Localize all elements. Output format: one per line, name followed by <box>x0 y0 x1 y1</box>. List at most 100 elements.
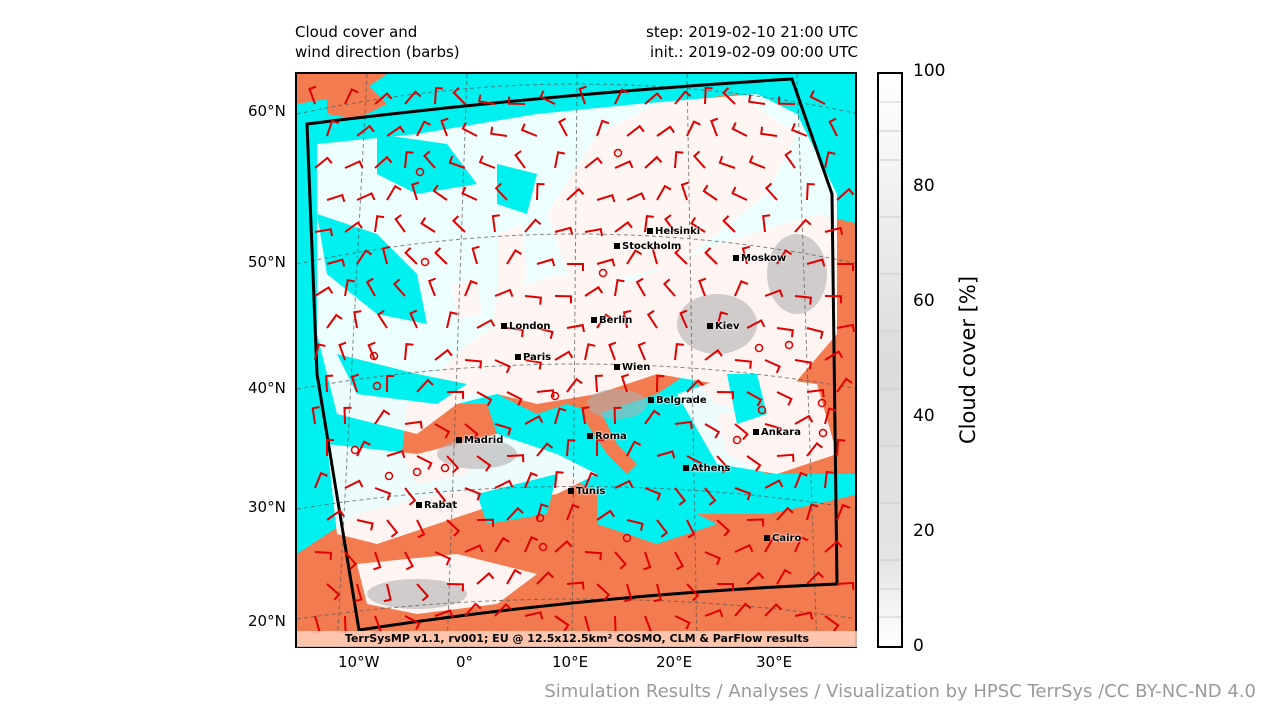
colorbar-label: Cloud cover [%] <box>956 275 980 445</box>
lon-label-10w: 10°W <box>338 653 380 671</box>
wind-barb <box>626 124 645 137</box>
wind-barb <box>344 160 364 169</box>
wind-barb <box>731 186 748 201</box>
wind-barb <box>536 258 556 267</box>
wind-barb <box>584 343 596 361</box>
wind-barb <box>524 471 538 489</box>
wind-barb <box>614 479 634 489</box>
wind-barb <box>356 249 373 265</box>
wind-barb <box>674 487 687 506</box>
wind-barb <box>656 450 676 459</box>
wind-barb <box>824 226 844 235</box>
wind-barb <box>762 214 771 233</box>
wind-barb <box>404 551 414 571</box>
wind-barb <box>836 438 846 457</box>
wind-barb <box>464 544 484 553</box>
city-helsinki: Helsinki <box>647 226 700 237</box>
wind-barb <box>554 295 573 304</box>
wind-barb <box>836 187 855 201</box>
wind-barb <box>620 373 630 393</box>
wind-barb <box>596 193 616 203</box>
wind-barb <box>596 583 611 601</box>
wind-barb <box>452 86 466 105</box>
wind-barb <box>734 359 752 369</box>
wind-barb <box>356 519 374 531</box>
wind-barb <box>836 503 850 521</box>
city-athens: Athens <box>683 463 731 474</box>
wind-barb <box>404 247 418 265</box>
wind-barb <box>326 313 343 329</box>
wind-barb <box>506 249 522 265</box>
wind-barb <box>374 155 393 169</box>
land-greenland <box>297 74 387 104</box>
model-domain-boundary <box>305 77 839 632</box>
wind-barb <box>520 123 538 137</box>
map-svg <box>297 74 855 646</box>
wind-barb <box>434 609 454 618</box>
wind-barb <box>386 449 406 459</box>
wind-barb <box>558 117 568 137</box>
wind-barb <box>710 117 719 137</box>
wind-barb <box>524 611 544 620</box>
wind-barb <box>494 288 514 297</box>
wind-barb <box>806 503 819 521</box>
wind-barb <box>383 583 392 603</box>
wind-barb <box>478 94 496 105</box>
wind-barb <box>718 155 736 169</box>
wind-barb <box>674 90 692 105</box>
wind-barb <box>608 341 617 361</box>
wind-barb <box>416 583 430 602</box>
city-wien: Wien <box>614 362 650 373</box>
wind-barb <box>554 151 566 169</box>
wind-barb <box>420 216 436 233</box>
wind-barb <box>692 150 706 169</box>
wind-barb <box>776 327 794 338</box>
colorbar-tick-80: 80 <box>913 176 935 196</box>
wind-barb <box>506 391 523 406</box>
wind-barb <box>326 439 334 456</box>
colorbar <box>877 72 903 648</box>
wind-barb <box>566 187 585 201</box>
wind-barb <box>374 92 393 105</box>
wind-barb <box>404 615 421 630</box>
wind-barb <box>806 258 826 267</box>
wind-barb <box>354 583 363 603</box>
wind-barb <box>716 391 735 400</box>
wind-barb <box>784 150 796 169</box>
map-title: Cloud cover and wind direction (barbs) <box>295 23 460 61</box>
lon-label-20e: 20°E <box>656 653 693 671</box>
wind-barb <box>722 215 736 233</box>
wind-barb <box>626 440 642 457</box>
wind-barb <box>392 278 406 297</box>
wind-barb <box>824 615 840 632</box>
wind-barb <box>806 327 824 340</box>
calm-wind-markers <box>350 148 828 552</box>
lon-label-30e: 30°E <box>756 653 793 671</box>
city-ankara: Ankara <box>753 427 801 438</box>
wind-barb <box>536 571 554 585</box>
wind-barb <box>794 218 812 233</box>
wind-barb <box>356 192 376 201</box>
wind-barb <box>704 551 722 566</box>
wind-barb <box>614 551 627 570</box>
wind-barb <box>806 571 825 585</box>
wind-barb <box>748 94 766 105</box>
wind-barb <box>656 125 675 137</box>
wind-barb <box>404 151 414 169</box>
wind-barb <box>451 215 466 233</box>
wind-barb <box>824 540 843 553</box>
wind-barb <box>794 611 814 620</box>
city-moskow: Moskow <box>733 253 786 264</box>
wind-barb <box>539 90 556 105</box>
wind-barb <box>644 92 663 105</box>
wind-barb <box>326 258 346 267</box>
wind-barb <box>314 286 334 297</box>
wind-barb <box>704 608 724 618</box>
wind-barb <box>824 151 836 169</box>
wind-barb <box>624 583 633 603</box>
wind-barb <box>308 85 317 105</box>
wind-barb <box>478 155 496 169</box>
wind-barb <box>554 539 573 553</box>
wind-barb <box>644 487 662 501</box>
wind-barb <box>494 182 508 201</box>
